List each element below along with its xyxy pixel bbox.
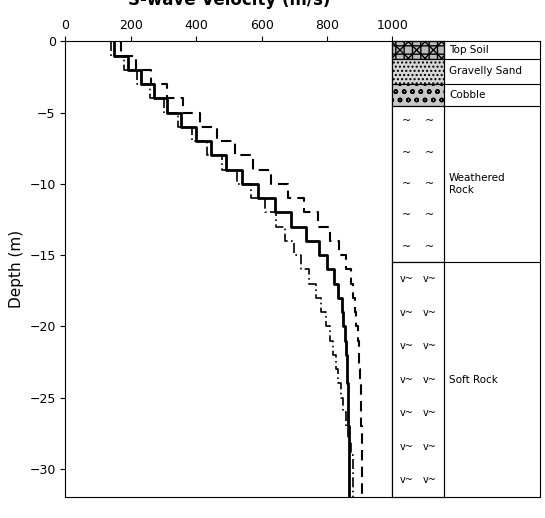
- Bar: [392, 262, 444, 497]
- Text: v~: v~: [423, 442, 437, 452]
- Text: Cobble: Cobble: [449, 90, 485, 100]
- Text: v~: v~: [423, 476, 437, 485]
- Text: v~: v~: [400, 408, 414, 419]
- Text: ~: ~: [425, 148, 434, 157]
- Text: ~: ~: [402, 116, 411, 126]
- Bar: [392, 84, 444, 106]
- Bar: [392, 41, 444, 59]
- Text: v~: v~: [423, 274, 437, 284]
- Text: Weathered
Rock: Weathered Rock: [449, 173, 506, 195]
- Text: ~: ~: [402, 148, 411, 157]
- Text: ~: ~: [425, 179, 434, 189]
- Bar: [392, 41, 444, 59]
- Bar: [392, 59, 444, 84]
- Text: v~: v~: [400, 375, 414, 385]
- Text: Top Soil: Top Soil: [449, 45, 489, 55]
- Text: v~: v~: [423, 408, 437, 419]
- Text: ~: ~: [425, 241, 434, 252]
- Text: ~: ~: [402, 210, 411, 220]
- Bar: [392, 106, 444, 262]
- Text: v~: v~: [400, 442, 414, 452]
- Text: Gravelly Sand: Gravelly Sand: [449, 66, 522, 76]
- Text: v~: v~: [423, 308, 437, 318]
- Text: ~: ~: [425, 210, 434, 220]
- Text: v~: v~: [400, 476, 414, 485]
- Title: S-wave Velocity (m/s): S-wave Velocity (m/s): [128, 0, 330, 9]
- Text: ~: ~: [425, 116, 434, 126]
- Text: ~: ~: [402, 241, 411, 252]
- Text: v~: v~: [400, 274, 414, 284]
- Text: v~: v~: [400, 341, 414, 351]
- Text: ~: ~: [402, 179, 411, 189]
- Text: v~: v~: [423, 375, 437, 385]
- Y-axis label: Depth (m): Depth (m): [9, 231, 24, 308]
- Text: Soft Rock: Soft Rock: [449, 375, 498, 385]
- Text: v~: v~: [400, 308, 414, 318]
- Text: v~: v~: [423, 341, 437, 351]
